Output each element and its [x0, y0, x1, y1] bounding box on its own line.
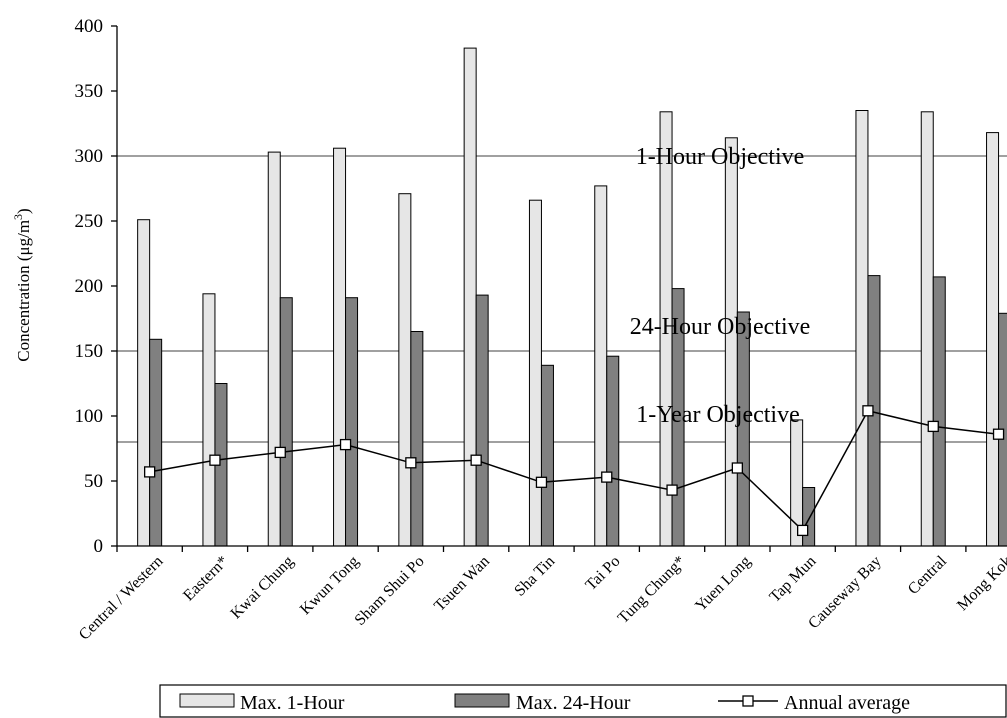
bar-max-1-hour	[920, 111, 934, 547]
annual-average-marker	[666, 484, 678, 496]
bar-max-24-hour	[279, 297, 293, 547]
annual-average-marker	[731, 462, 743, 474]
legend-swatch-max-24-hour	[454, 693, 510, 708]
objective-label: 1-Year Objective	[636, 402, 800, 428]
x-tick-labels: Central / Western Eastern*Kwai Chung Kwun …	[76, 552, 1007, 643]
legend-label-annual-average: Annual average	[784, 692, 910, 714]
y-axis-title-suffix: )	[14, 208, 33, 214]
bar-max-24-hour	[606, 355, 620, 547]
bar-max-1-hour	[202, 293, 216, 547]
bar-max-1-hour	[528, 199, 542, 547]
legend-swatch-max-1-hour	[179, 693, 235, 708]
y-tick-label: 250	[75, 211, 104, 232]
annual-average-line	[143, 405, 1005, 537]
bar-max-24-hour	[802, 487, 816, 547]
y-tick-label: 0	[94, 536, 104, 557]
y-tick-label: 200	[75, 276, 104, 297]
bar-max-1-hour	[267, 151, 281, 547]
y-tick-label: 50	[84, 471, 103, 492]
bar-max-24-hour	[540, 364, 554, 547]
bar-max-24-hour	[932, 276, 946, 547]
legend-marker-annual-average	[742, 695, 754, 707]
annual-average-marker	[339, 438, 352, 451]
x-tick-label: Eastern*	[180, 553, 232, 605]
annual-average-marker	[927, 420, 939, 433]
bar-max-24-hour	[410, 331, 424, 547]
annual-average-marker	[797, 524, 809, 537]
x-tick-label: Mong Kok	[954, 553, 1007, 614]
legend-label-max-24-hour: Max. 24-Hour	[516, 692, 631, 714]
annual-average-marker	[209, 454, 221, 466]
x-tick-label: Kwai Chung	[228, 553, 298, 623]
annual-average-path	[149, 409, 999, 532]
objective-label: 24-Hour Objective	[630, 314, 811, 340]
x-tick-label: Tap Mun	[766, 553, 819, 606]
y-tick-labels: 0 50 100 150 200 250 300 350 400	[75, 16, 104, 557]
objective-label: 1-Hour Objective	[636, 144, 805, 170]
x-tick-label: Tai Po	[582, 553, 623, 594]
annual-average-marker	[274, 446, 286, 459]
x-tick-label: Kwun Tong	[297, 553, 362, 618]
objective-labels: 1-Hour Objective 24-Hour Objective 1-Year …	[630, 144, 811, 428]
annual-average-marker	[992, 428, 1005, 440]
y-tick-label: 400	[75, 16, 104, 37]
y-axis-title-text: Concentration (μg/m	[14, 220, 33, 362]
legend-box	[159, 684, 1007, 718]
annual-average-marker	[405, 457, 417, 469]
bar-max-24-hour	[345, 297, 359, 547]
y-axis-title-superscript: 3	[11, 214, 25, 220]
annual-average-marker	[601, 471, 613, 483]
x-tick-label: Central	[905, 552, 951, 598]
x-tick-label: Sham Shui Po	[352, 553, 428, 629]
bar-max-1-hour	[986, 132, 1000, 547]
x-tick-label: Sha Tin	[511, 553, 558, 600]
x-tick-label: Tung Chung*	[615, 553, 689, 627]
legend-label-max-1-hour: Max. 1-Hour	[240, 692, 345, 714]
bar-max-24-hour	[149, 338, 163, 547]
bar-max-1-hour	[855, 110, 869, 547]
bar-max-1-hour	[333, 147, 347, 547]
y-axis-label: Concentration (μg/m3)	[11, 208, 33, 361]
x-tick-label: Tsuen Wan	[431, 553, 493, 615]
y-tick-label: 300	[75, 146, 104, 167]
annual-average-marker	[143, 466, 156, 478]
bar-max-1-hour	[594, 185, 608, 547]
y-tick-label: 150	[75, 341, 104, 362]
bar-max-24-hour	[475, 294, 489, 547]
bar-max-1-hour	[398, 193, 412, 547]
legend: Max. 1-Hour Max. 24-Hour Annual average	[159, 684, 1007, 718]
y-tick-label: 100	[75, 406, 104, 427]
annual-average-marker	[535, 476, 548, 488]
bar-max-1-hour	[137, 219, 151, 547]
x-tick-label: Central / Western	[76, 553, 167, 644]
bar-max-1-hour	[724, 137, 738, 547]
annual-average-marker	[862, 405, 874, 417]
bars	[137, 47, 1007, 547]
annual-average-marker	[470, 454, 482, 466]
y-axis-title: Concentration (μg/m3)	[11, 208, 33, 361]
bar-max-1-hour	[463, 47, 477, 547]
axes	[111, 25, 1007, 552]
y-tick-label: 350	[75, 81, 104, 102]
x-tick-label: Yuen Long	[692, 553, 754, 615]
bar-max-24-hour	[736, 311, 750, 547]
